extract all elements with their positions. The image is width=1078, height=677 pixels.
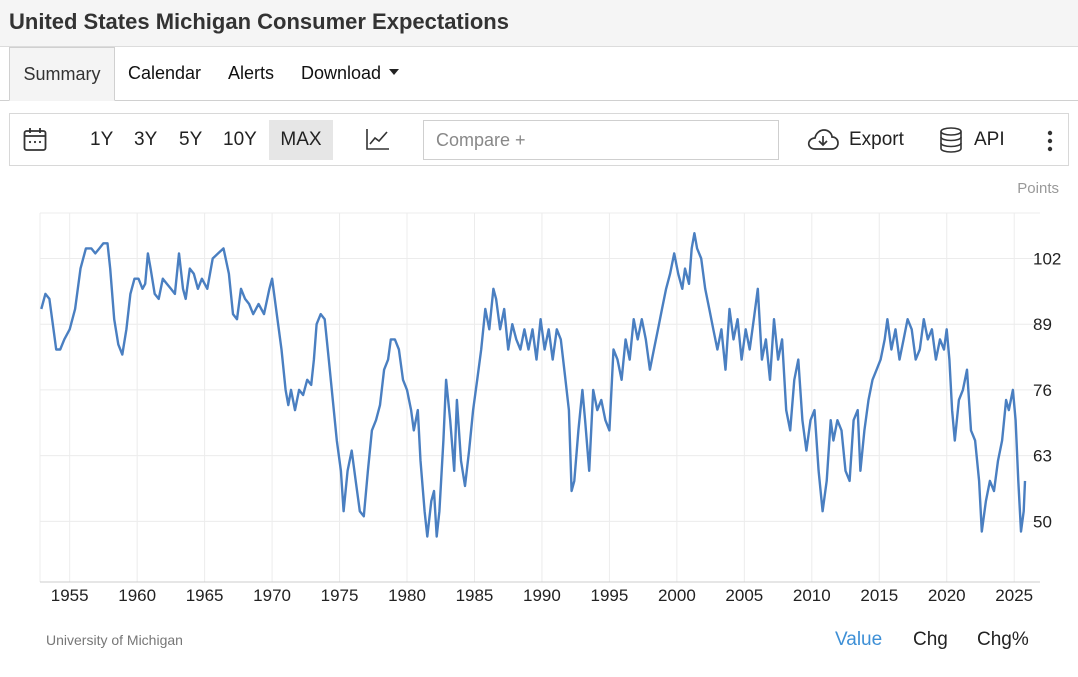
range-max[interactable]: MAX [269, 120, 333, 160]
series-line [40, 232, 1027, 538]
chart-toolbar: 1Y 3Y 5Y 10Y MAX Export API [9, 113, 1069, 166]
x-tick-label: 1980 [388, 586, 426, 605]
tab-summary[interactable]: Summary [9, 47, 115, 101]
compare-input[interactable] [423, 120, 779, 160]
range-1y[interactable]: 1Y [90, 129, 114, 150]
line-chart-icon[interactable] [366, 128, 390, 155]
x-tick-label: 1975 [321, 586, 359, 605]
range-10y[interactable]: 10Y [223, 129, 257, 150]
x-tick-label: 1960 [118, 586, 156, 605]
x-tick-label: 1985 [456, 586, 494, 605]
x-tick-label: 1990 [523, 586, 561, 605]
x-tick-label: 2005 [725, 586, 763, 605]
x-tick-label: 1955 [51, 586, 89, 605]
tab-bar: Summary Calendar Alerts Download [0, 47, 1078, 101]
x-tick-label: 2020 [928, 586, 966, 605]
mode-chg[interactable]: Chg [913, 629, 948, 650]
source-label: University of Michigan [46, 632, 183, 648]
x-tick-label: 2010 [793, 586, 831, 605]
y-axis-units: Points [1017, 180, 1059, 197]
x-tick-label: 2000 [658, 586, 696, 605]
mode-chg-pct[interactable]: Chg% [977, 629, 1029, 650]
y-tick-label: 63 [1033, 447, 1052, 466]
caret-down-icon [389, 69, 400, 76]
range-3y[interactable]: 3Y [134, 129, 158, 150]
export-button[interactable]: Export [849, 129, 904, 150]
x-tick-label: 1970 [253, 586, 291, 605]
more-vertical-icon[interactable] [1046, 130, 1054, 157]
cloud-download-icon[interactable] [807, 128, 839, 157]
tab-download[interactable]: Download [301, 47, 400, 101]
range-5y[interactable]: 5Y [179, 129, 203, 150]
tab-download-label: Download [301, 63, 382, 83]
x-tick-label: 1995 [590, 586, 628, 605]
tab-alerts[interactable]: Alerts [228, 63, 275, 83]
chart-axes: 50 63 76 89 102 1955 1960 1965 1970 1975 1980 1985 1… [40, 249, 1061, 605]
database-icon[interactable] [939, 127, 963, 158]
page-title: United States Michigan Consumer Expectat… [9, 9, 509, 34]
x-tick-label: 2025 [995, 586, 1033, 605]
y-tick-label: 50 [1033, 512, 1052, 531]
y-tick-label: 76 [1033, 381, 1052, 400]
api-button[interactable]: API [974, 129, 1005, 150]
x-tick-label: 1965 [186, 586, 224, 605]
chart-grid [39, 212, 1040, 582]
y-tick-label: 102 [1033, 249, 1061, 268]
tab-calendar[interactable]: Calendar [128, 63, 202, 83]
calendar-icon[interactable] [23, 127, 47, 158]
x-tick-label: 2015 [860, 586, 898, 605]
title-bar: United States Michigan Consumer Expectat… [0, 0, 1078, 47]
y-tick-label: 89 [1033, 315, 1052, 334]
mode-value[interactable]: Value [835, 629, 883, 650]
